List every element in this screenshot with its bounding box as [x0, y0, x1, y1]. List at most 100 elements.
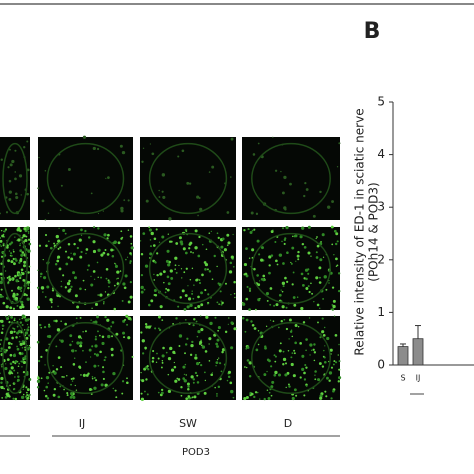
fluorescence-spot [184, 363, 187, 366]
fluorescence-spot [317, 378, 321, 382]
fluorescence-spot [20, 253, 24, 257]
fluorescence-spot [181, 149, 185, 153]
fluorescence-spot [303, 371, 306, 375]
fluorescence-spot [232, 396, 235, 399]
fluorescence-spot [191, 292, 194, 295]
fluorescence-spot [0, 364, 3, 366]
fluorescence-spot [10, 315, 14, 319]
fluorescence-spot [112, 371, 116, 376]
fluorescence-spot [67, 242, 71, 246]
fluorescence-spot [195, 361, 200, 366]
fluorescence-spot [26, 192, 30, 196]
fluorescence-spot [161, 190, 164, 193]
fluorescence-spot [72, 252, 76, 256]
fluorescence-spot [168, 260, 171, 264]
fluorescence-spot [107, 280, 111, 284]
fluorescence-spot [19, 277, 22, 280]
fluorescence-spot [234, 296, 236, 299]
fluorescence-spot [332, 304, 336, 309]
fluorescence-spot [94, 335, 97, 338]
fluorescence-spot [148, 226, 151, 229]
fluorescence-spot [308, 317, 311, 319]
fluorescence-spot [266, 389, 269, 391]
y-tick-label: 0 [377, 358, 385, 372]
fluorescence-spot [44, 233, 48, 237]
fluorescence-spot [44, 364, 46, 366]
fluorescence-spot [26, 297, 30, 301]
fluorescence-spot [268, 255, 272, 259]
fluorescence-spot [19, 318, 21, 321]
fluorescence-spot [316, 303, 320, 307]
fluorescence-spot [11, 372, 14, 375]
fluorescence-spot [153, 237, 157, 241]
fluorescence-spot [337, 289, 341, 293]
fluorescence-spot [87, 264, 91, 267]
fluorescence-spot [7, 259, 11, 263]
fluorescence-spot [207, 293, 210, 296]
fluorescence-spot [44, 276, 47, 279]
fluorescence-spot [26, 388, 30, 391]
fluorescence-spot [103, 359, 106, 362]
fluorescence-spot [241, 317, 245, 320]
fluorescence-spot [307, 285, 310, 288]
fluorescence-spot [107, 279, 110, 282]
fluorescence-spot [177, 378, 181, 381]
fluorescence-spot [282, 357, 287, 362]
fluorescence-spot [197, 295, 200, 299]
fluorescence-spot [53, 319, 56, 322]
fluorescence-spot [333, 254, 335, 256]
fluorescence-spot [84, 288, 87, 291]
fluorescence-spot [208, 337, 212, 341]
fluorescence-spot [40, 286, 45, 290]
fluorescence-spot [95, 353, 99, 357]
fluorescence-spot [183, 307, 187, 311]
fluorescence-spot [313, 351, 317, 354]
fluorescence-spot [331, 200, 334, 203]
fluorescence-spot [16, 361, 19, 363]
fluorescence-spot [157, 327, 160, 330]
panel-label: B [364, 19, 381, 44]
fluorescence-spot [314, 374, 316, 376]
fluorescence-spot [157, 315, 161, 319]
fluorescence-spot [220, 300, 222, 302]
fluorescence-spot [21, 323, 24, 326]
fluorescence-spot [321, 365, 325, 368]
fluorescence-spot [19, 229, 22, 233]
fluorescence-spot [84, 231, 86, 233]
fluorescence-spot [259, 280, 261, 282]
fluorescence-spot [151, 356, 155, 360]
fluorescence-spot [92, 240, 96, 244]
fluorescence-spot [103, 233, 107, 237]
fluorescence-spot [99, 350, 102, 354]
fluorescence-spot [230, 321, 234, 325]
fluorescence-spot [66, 392, 69, 395]
fluorescence-spot [218, 303, 220, 305]
fluorescence-spot [198, 342, 202, 345]
fluorescence-spot [125, 258, 127, 261]
fluorescence-spot [8, 371, 12, 375]
nerve-outline [2, 142, 28, 215]
fluorescence-spot [266, 358, 270, 362]
fluorescence-spot [66, 375, 68, 377]
fluorescence-spot [282, 350, 285, 353]
fluorescence-spot [193, 284, 195, 286]
fluorescence-spot [244, 330, 247, 333]
fluorescence-spot [24, 349, 27, 351]
fluorescence-spot [0, 319, 4, 323]
fluorescence-spot [15, 279, 19, 283]
fluorescence-spot [7, 346, 11, 349]
fluorescence-spot [184, 352, 186, 355]
fluorescence-spot [305, 366, 308, 369]
fluorescence-spot [7, 166, 10, 169]
fluorescence-spot [217, 329, 220, 332]
fluorescence-spot [292, 296, 296, 299]
fluorescence-spot [262, 278, 265, 282]
micrograph [38, 227, 133, 310]
fluorescence-spot [204, 288, 207, 292]
fluorescence-spot [64, 232, 67, 235]
fluorescence-spot [325, 288, 328, 291]
fluorescence-spot [185, 267, 188, 270]
fluorescence-spot [80, 374, 82, 376]
fluorescence-spot [107, 334, 111, 339]
